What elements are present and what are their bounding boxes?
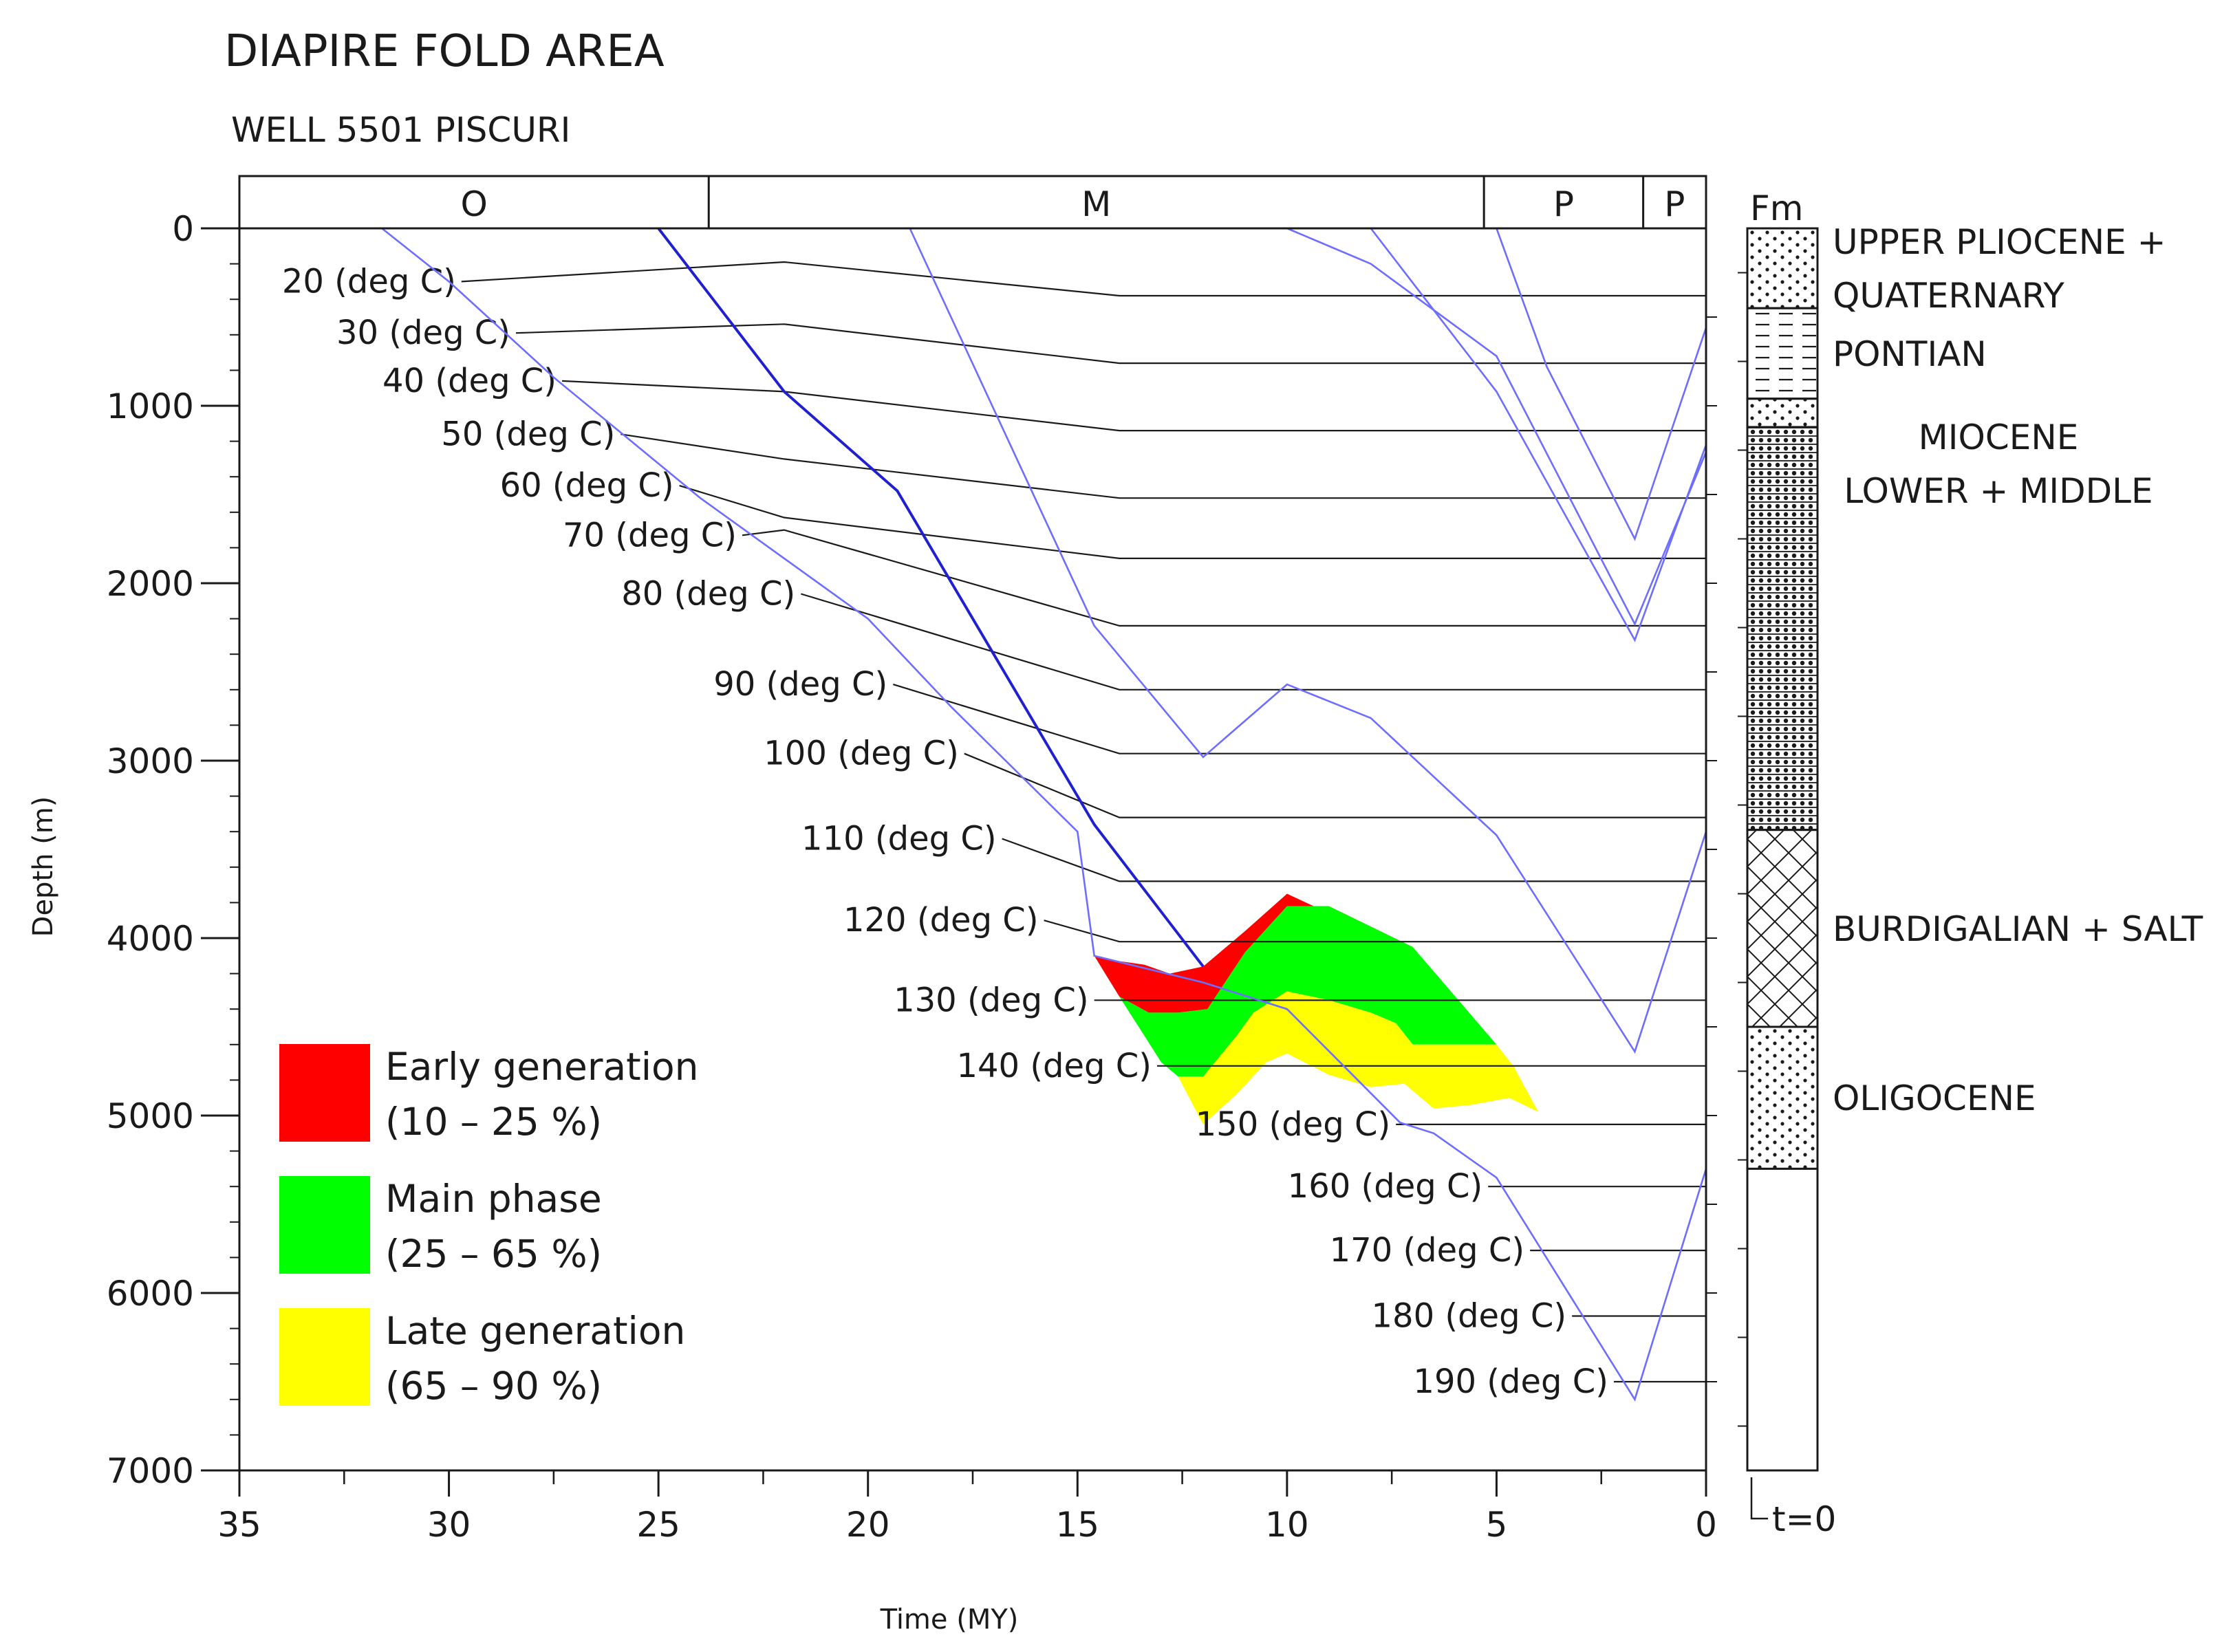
burial-curve-3 (1286, 227, 1707, 627)
isotherm-label-8: 100 (deg C) (764, 735, 959, 773)
isotherm-label-12: 140 (deg C) (956, 1047, 1152, 1085)
maturity-window-2 (1178, 991, 1539, 1124)
isotherm-line-4 (679, 485, 1706, 560)
maturity-window-0 (1094, 893, 1413, 1013)
legend-line2-0: (10 – 25 %) (385, 1100, 602, 1144)
burial-curves (381, 227, 1707, 1402)
formation-header: Fm (1750, 188, 1803, 228)
x-tick-label-6: 5 (1486, 1505, 1508, 1545)
formation-block-2 (1746, 398, 1819, 428)
y-tick-label-7: 7000 (107, 1451, 194, 1491)
formation-block-5 (1746, 1025, 1819, 1170)
isotherm-line-6 (800, 593, 1706, 691)
formation-label-3-1: LOWER + MIDDLE (1844, 471, 2153, 511)
burial-curve-4 (1370, 228, 1707, 642)
isotherm-label-2: 40 (deg C) (382, 362, 557, 400)
y-tick-label-0: 0 (172, 209, 194, 249)
x-tick-label-1: 30 (427, 1505, 471, 1545)
maturity-windows (1094, 893, 1539, 1124)
chart-subtitle: WELL 5501 PISCURI (231, 110, 570, 150)
formation-block-4 (1746, 829, 1819, 1028)
burial-curve-1 (657, 227, 1205, 968)
isotherm-line-3 (621, 433, 1706, 499)
isotherm-line-8 (964, 752, 1706, 818)
t0-label: t=0 (1772, 1499, 1836, 1539)
burial-curve-2 (909, 228, 1707, 1054)
y-tick-label-6: 6000 (107, 1274, 194, 1314)
isotherm-label-3: 50 (deg C) (441, 415, 615, 453)
legend-swatch-1 (279, 1176, 370, 1274)
isotherm-label-14: 160 (deg C) (1288, 1167, 1483, 1206)
y-tick-label-2: 2000 (107, 564, 194, 604)
isotherm-line-5 (742, 529, 1706, 627)
isotherms: 20 (deg C) 30 (deg C) 40 (deg C) 50 (deg C)… (282, 261, 1706, 1401)
x-tick-label-2: 25 (636, 1505, 680, 1545)
isotherm-label-4: 60 (deg C) (500, 466, 674, 505)
legend-line1-2: Late generation (385, 1309, 685, 1353)
y-tick-label-4: 4000 (107, 919, 194, 959)
formation-label-1-0: PONTIAN (1833, 334, 1987, 374)
isotherm-label-7: 90 (deg C) (713, 665, 887, 704)
x-axis-label: Time (MY) (880, 1604, 1019, 1635)
y-axis-label: Depth (m) (28, 796, 59, 937)
t0-bracket (1750, 1477, 1768, 1520)
x-tick-label-0: 35 (217, 1505, 261, 1545)
chart-title: DIAPIRE FOLD AREA (224, 26, 665, 77)
legend-swatch-2 (279, 1308, 370, 1406)
era-label-3: P (1664, 184, 1685, 224)
legend: Early generation (10 – 25 %) Main phase (25… (279, 1044, 699, 1408)
formation-label-4-0: BURDIGALIAN + SALT (1833, 909, 2203, 949)
y-tick-label-5: 5000 (107, 1096, 194, 1136)
isotherm-label-9: 110 (deg C) (801, 820, 997, 858)
formation-label-0-1: QUATERNARY (1833, 276, 2064, 316)
isotherm-line-10 (1044, 920, 1706, 943)
isotherm-line-2 (561, 380, 1706, 432)
era-label-0: O (460, 184, 487, 224)
isotherm-line-7 (892, 684, 1706, 754)
formation-column: UPPER PLIOCENE + QUATERNARY PONTIAN MIOCENE… (1738, 188, 2203, 1539)
isotherm-line-9 (1002, 838, 1706, 882)
isotherm-label-13: 150 (deg C) (1196, 1105, 1391, 1144)
formation-block-1 (1746, 307, 1819, 400)
x-tick-label-4: 15 (1055, 1505, 1099, 1545)
formation-block-6 (1746, 1167, 1819, 1472)
legend-line2-2: (65 – 90 %) (385, 1364, 602, 1408)
axes: 35 30 25 20 15 10 5 0 0 1000 2000 3000 4000 5000 6000 7… (107, 175, 1717, 1545)
isotherm-label-16: 180 (deg C) (1371, 1297, 1566, 1336)
isotherm-label-5: 70 (deg C) (563, 516, 737, 554)
burial-curve-0 (381, 227, 1707, 1402)
formation-label-3-0: MIOCENE (1919, 417, 2079, 457)
x-tick-label-7: 0 (1695, 1505, 1717, 1545)
isotherm-label-17: 190 (deg C) (1413, 1362, 1608, 1401)
isotherm-label-6: 80 (deg C) (621, 574, 795, 613)
formation-label-5-0: OLIGOCENE (1833, 1078, 2036, 1118)
isotherm-line-0 (461, 261, 1706, 297)
burial-curve-5 (1496, 228, 1707, 541)
isotherm-label-11: 130 (deg C) (894, 981, 1089, 1019)
y-tick-label-3: 3000 (107, 741, 194, 781)
formation-block-0 (1746, 227, 1819, 309)
formation-block-3 (1746, 426, 1819, 832)
legend-line2-1: (25 – 65 %) (385, 1232, 602, 1276)
era-label-2: P (1553, 184, 1574, 224)
maturity-window-1 (1119, 906, 1497, 1077)
x-tick-label-5: 10 (1265, 1505, 1309, 1545)
x-tick-label-3: 20 (846, 1505, 890, 1545)
isotherm-label-1: 30 (deg C) (336, 314, 510, 352)
y-tick-label-1: 1000 (107, 387, 194, 426)
isotherm-label-15: 170 (deg C) (1330, 1231, 1525, 1270)
isotherm-label-10: 120 (deg C) (843, 901, 1039, 939)
legend-line1-0: Early generation (385, 1045, 699, 1089)
isotherm-line-1 (515, 323, 1706, 365)
formation-label-0-0: UPPER PLIOCENE + (1833, 222, 2166, 262)
legend-swatch-0 (279, 1044, 370, 1142)
isotherm-label-0: 20 (deg C) (282, 262, 456, 301)
legend-line1-1: Main phase (385, 1177, 602, 1221)
era-label-1: M (1081, 184, 1111, 224)
